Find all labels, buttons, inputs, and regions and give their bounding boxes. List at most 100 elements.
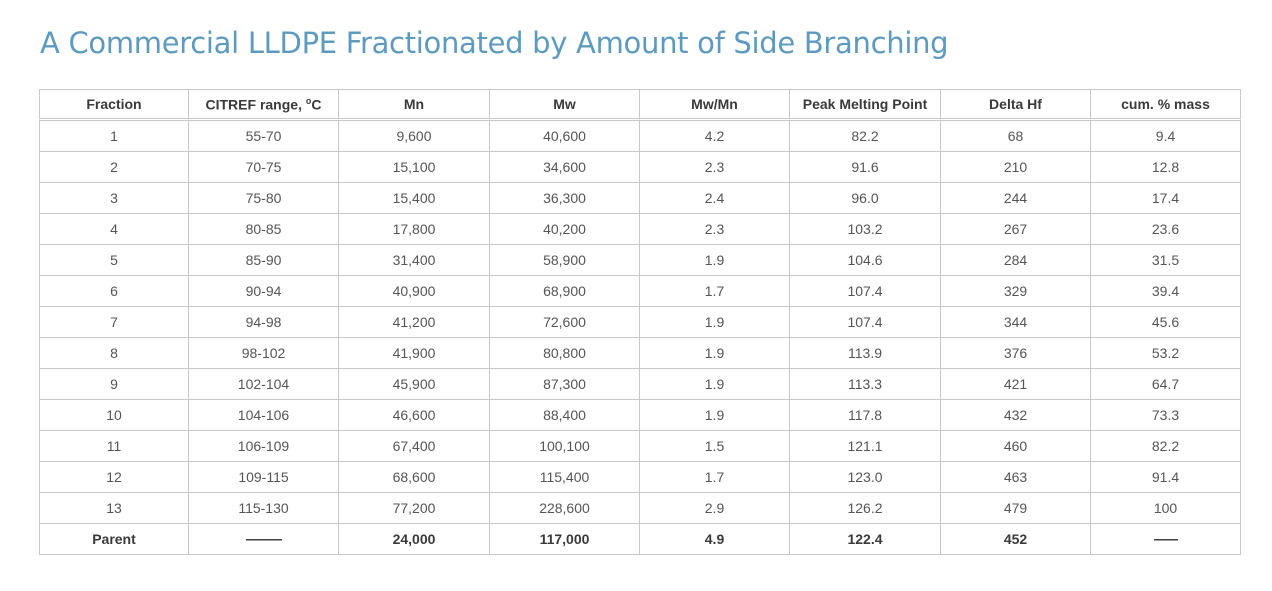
table-row: 13 115-130 77,200 228,600 2.9 126.2 479 100: [39, 493, 1241, 524]
cum-mass-cell: 53.2: [1091, 338, 1241, 369]
citref-cell: 106-109: [189, 431, 339, 462]
table-row: 9 102-104 45,900 87,300 1.9 113.3 421 64.7: [39, 369, 1241, 400]
fraction-cell: 12: [39, 462, 189, 493]
peak-melting-cell: 107.4: [790, 307, 941, 338]
fraction-cell: 5: [39, 245, 189, 276]
header-delta-hf: Delta Hf: [941, 89, 1091, 121]
mn-cell: 68,600: [339, 462, 490, 493]
peak-melting-cell: 123.0: [790, 462, 941, 493]
mw-cell: 80,800: [490, 338, 640, 369]
mn-cell: 41,900: [339, 338, 490, 369]
mn-cell: 46,600: [339, 400, 490, 431]
mw-cell: 68,900: [490, 276, 640, 307]
peak-melting-cell: 91.6: [790, 152, 941, 183]
cum-mass-cell: 39.4: [1091, 276, 1241, 307]
mw-cell: 40,200: [490, 214, 640, 245]
mw-cell: 58,900: [490, 245, 640, 276]
page-title: A Commercial LLDPE Fractionated by Amoun…: [40, 26, 949, 60]
mw-mn-cell: 1.7: [640, 276, 790, 307]
citref-cell: 115-130: [189, 493, 339, 524]
mw-mn-cell: 2.9: [640, 493, 790, 524]
parent-peak-melting-cell: 122.4: [790, 524, 941, 555]
citref-cell: 70-75: [189, 152, 339, 183]
table-row: 8 98-102 41,900 80,800 1.9 113.9 376 53.2: [39, 338, 1241, 369]
cum-mass-cell: 23.6: [1091, 214, 1241, 245]
fractionation-table: Fraction CITREF range, oC Mn Mw Mw/Mn Pe…: [39, 89, 1241, 555]
header-mw-mn: Mw/Mn: [640, 89, 790, 121]
citref-cell: 104-106: [189, 400, 339, 431]
parent-mw-mn-cell: 4.9: [640, 524, 790, 555]
citref-cell: 98-102: [189, 338, 339, 369]
parent-cum-mass-cell: --------: [1091, 524, 1241, 555]
table-body: 1 55-70 9,600 40,600 4.2 82.2 68 9.4 2 70-75 15,10…: [39, 121, 1241, 555]
cum-mass-cell: 31.5: [1091, 245, 1241, 276]
table-row: 4 80-85 17,800 40,200 2.3 103.2 267 23.6: [39, 214, 1241, 245]
citref-cell: 94-98: [189, 307, 339, 338]
fraction-cell: 4: [39, 214, 189, 245]
mw-cell: 36,300: [490, 183, 640, 214]
citref-cell: 85-90: [189, 245, 339, 276]
peak-melting-cell: 117.8: [790, 400, 941, 431]
delta-hf-cell: 329: [941, 276, 1091, 307]
citref-cell: 90-94: [189, 276, 339, 307]
mw-mn-cell: 1.9: [640, 245, 790, 276]
delta-hf-cell: 376: [941, 338, 1091, 369]
mn-cell: 40,900: [339, 276, 490, 307]
cum-mass-cell: 17.4: [1091, 183, 1241, 214]
mn-cell: 17,800: [339, 214, 490, 245]
citref-cell: 80-85: [189, 214, 339, 245]
mw-mn-cell: 4.2: [640, 121, 790, 152]
fraction-cell: 1: [39, 121, 189, 152]
mw-cell: 87,300: [490, 369, 640, 400]
mw-cell: 100,100: [490, 431, 640, 462]
cum-mass-cell: 73.3: [1091, 400, 1241, 431]
mw-mn-cell: 1.9: [640, 400, 790, 431]
citref-cell: 102-104: [189, 369, 339, 400]
header-peak-melting-point: Peak Melting Point: [790, 89, 941, 121]
citref-cell: 109-115: [189, 462, 339, 493]
header-fraction: Fraction: [39, 89, 189, 121]
delta-hf-cell: 344: [941, 307, 1091, 338]
fraction-cell: 10: [39, 400, 189, 431]
mn-cell: 15,100: [339, 152, 490, 183]
header-citref-label: CITREF range,: [205, 96, 306, 113]
header-mw: Mw: [490, 89, 640, 121]
cum-mass-cell: 45.6: [1091, 307, 1241, 338]
mw-cell: 34,600: [490, 152, 640, 183]
header-mn: Mn: [339, 89, 490, 121]
mw-mn-cell: 1.9: [640, 369, 790, 400]
table-row: 3 75-80 15,400 36,300 2.4 96.0 244 17.4: [39, 183, 1241, 214]
peak-melting-cell: 126.2: [790, 493, 941, 524]
table-row: 7 94-98 41,200 72,600 1.9 107.4 344 45.6: [39, 307, 1241, 338]
parent-mw-cell: 117,000: [490, 524, 640, 555]
peak-melting-cell: 121.1: [790, 431, 941, 462]
table-row: 12 109-115 68,600 115,400 1.7 123.0 463 91.4: [39, 462, 1241, 493]
mw-mn-cell: 1.9: [640, 307, 790, 338]
delta-hf-cell: 460: [941, 431, 1091, 462]
citref-cell: 55-70: [189, 121, 339, 152]
mn-cell: 45,900: [339, 369, 490, 400]
delta-hf-cell: 244: [941, 183, 1091, 214]
table-row: 10 104-106 46,600 88,400 1.9 117.8 432 73.3: [39, 400, 1241, 431]
fraction-cell: 13: [39, 493, 189, 524]
peak-melting-cell: 113.9: [790, 338, 941, 369]
peak-melting-cell: 96.0: [790, 183, 941, 214]
mn-cell: 41,200: [339, 307, 490, 338]
peak-melting-cell: 104.6: [790, 245, 941, 276]
delta-hf-cell: 463: [941, 462, 1091, 493]
delta-hf-cell: 479: [941, 493, 1091, 524]
header-cum-mass: cum. % mass: [1091, 89, 1241, 121]
table-row: 6 90-94 40,900 68,900 1.7 107.4 329 39.4: [39, 276, 1241, 307]
mw-mn-cell: 1.5: [640, 431, 790, 462]
peak-melting-cell: 113.3: [790, 369, 941, 400]
cum-mass-cell: 82.2: [1091, 431, 1241, 462]
parent-mn-cell: 24,000: [339, 524, 490, 555]
fraction-cell: 2: [39, 152, 189, 183]
fraction-cell: 3: [39, 183, 189, 214]
header-citref-unit: C: [311, 96, 322, 113]
mn-cell: 67,400: [339, 431, 490, 462]
header-citref-range: CITREF range, oC: [189, 89, 339, 121]
mw-mn-cell: 2.4: [640, 183, 790, 214]
mw-mn-cell: 1.7: [640, 462, 790, 493]
delta-hf-cell: 267: [941, 214, 1091, 245]
